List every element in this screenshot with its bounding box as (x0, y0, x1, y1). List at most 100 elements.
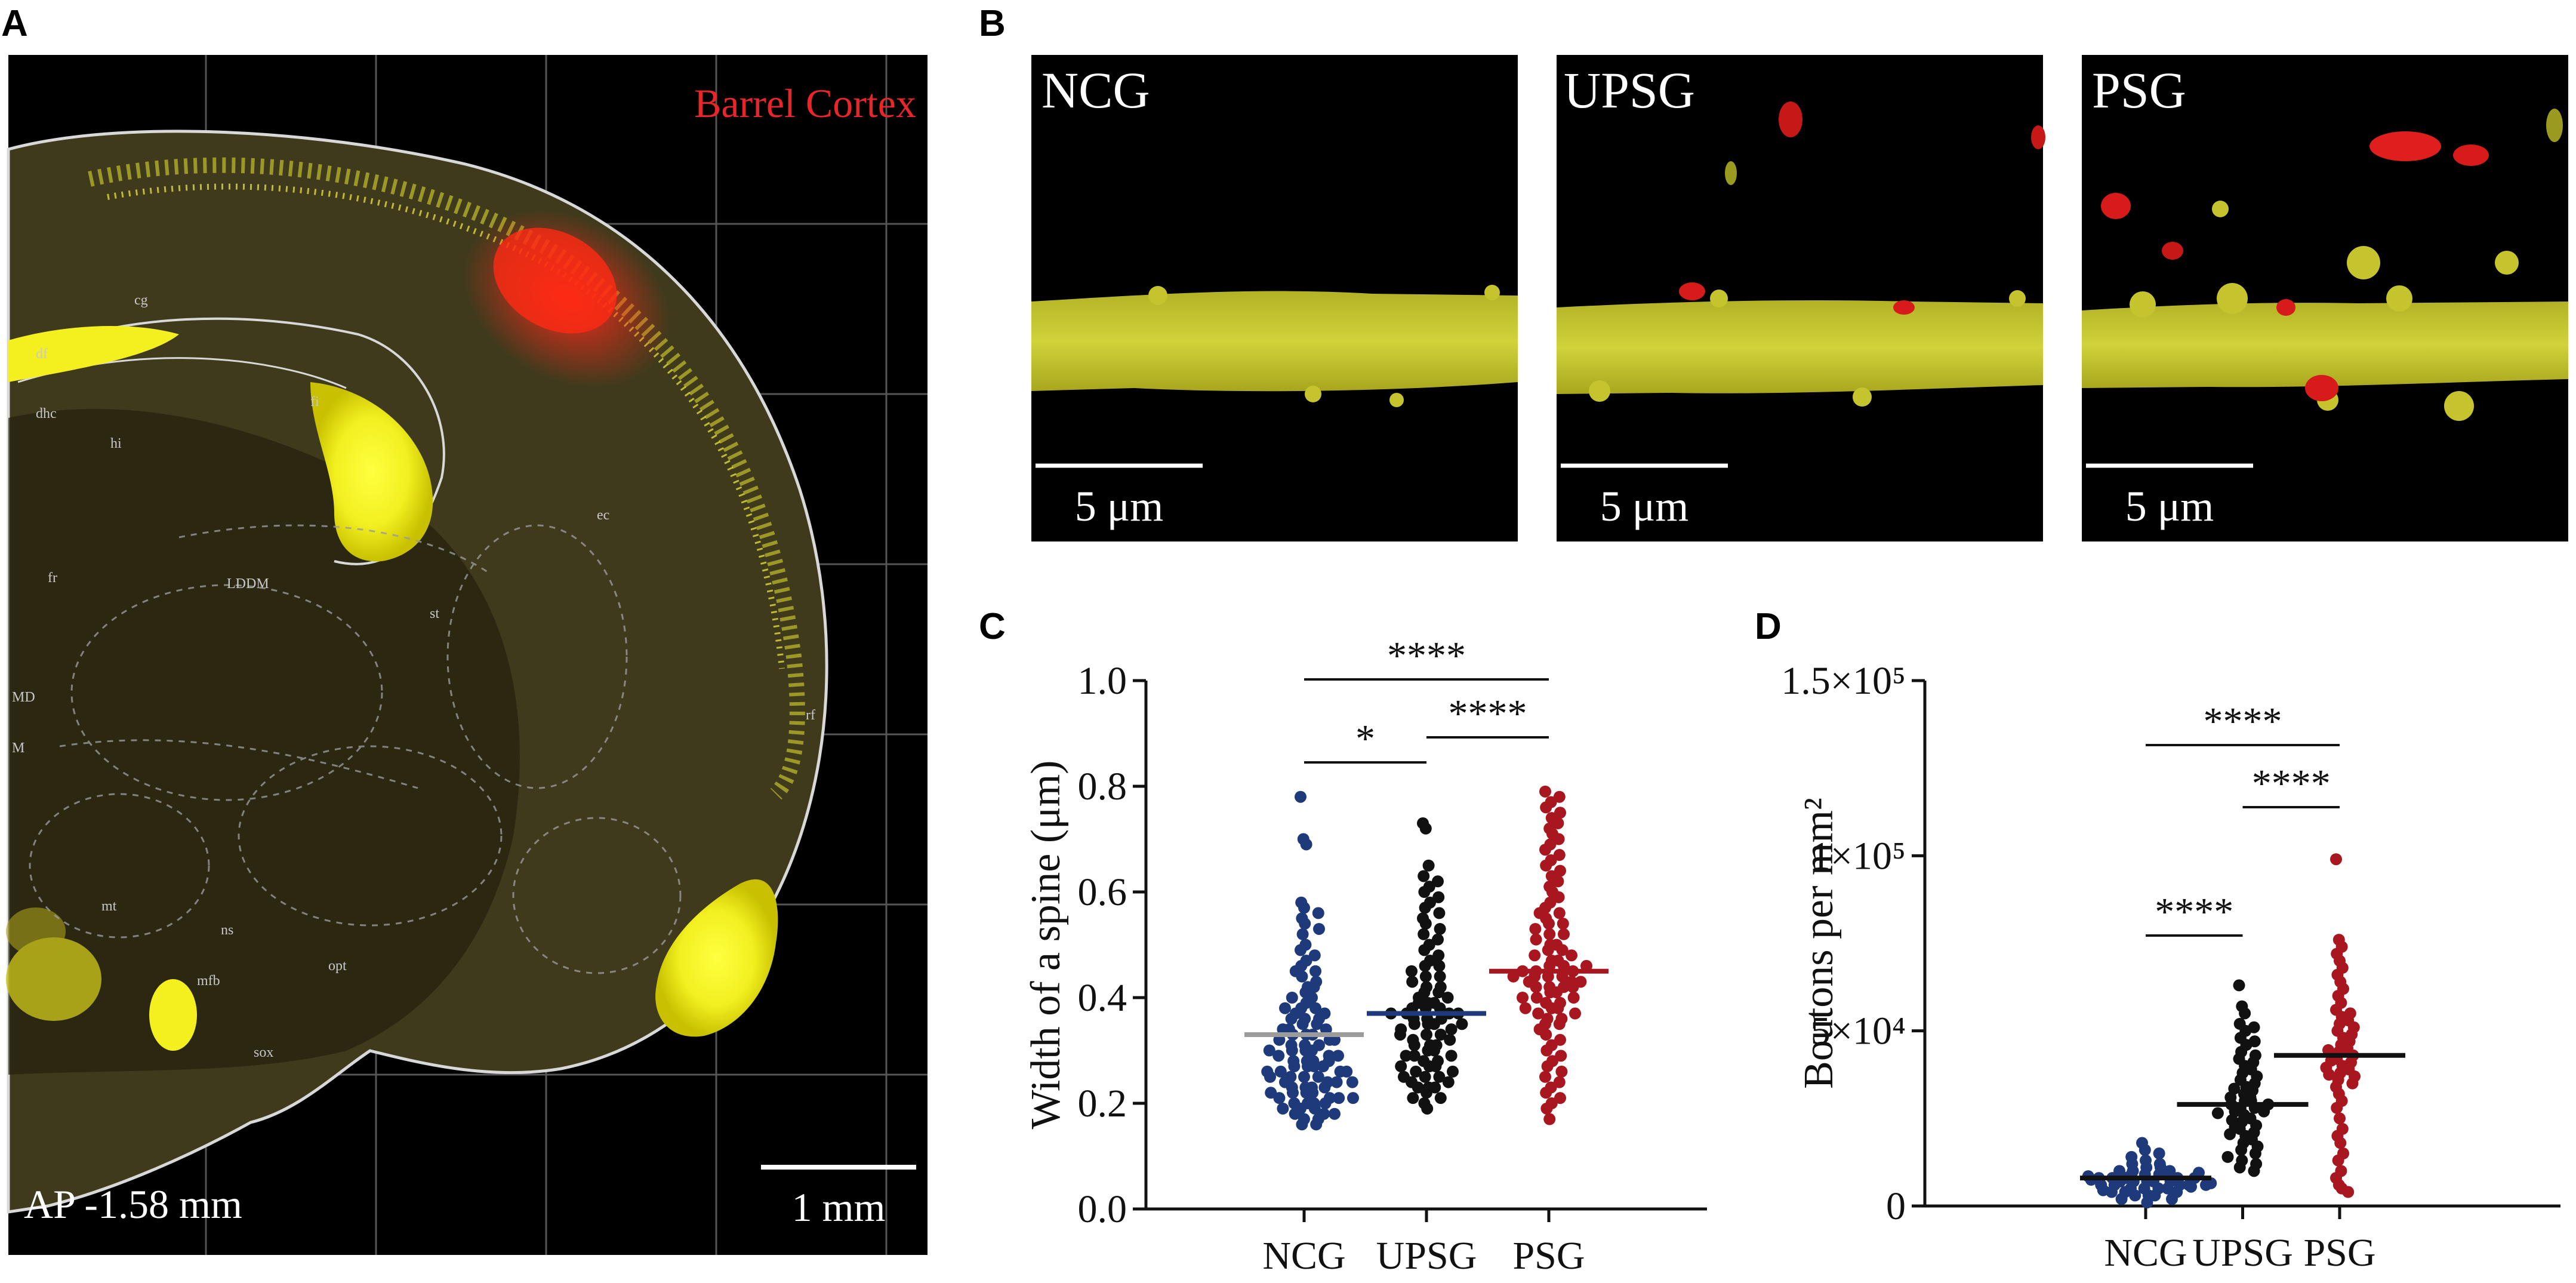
data-point (1530, 992, 1543, 1004)
data-point (2185, 1180, 2197, 1193)
data-point (1540, 1087, 1552, 1099)
data-point (1299, 918, 1311, 930)
significance-label: **** (1387, 634, 1466, 678)
micrograph-label-psg: PSG (2092, 61, 2186, 119)
data-point (1346, 1076, 1358, 1088)
data-point (1543, 928, 1556, 940)
data-point (1288, 1060, 1301, 1073)
y-tick-label: 5×10⁴ (1811, 1010, 1906, 1053)
data-point (2233, 979, 2245, 992)
data-point (1318, 1081, 1331, 1094)
data-point (1298, 1070, 1310, 1083)
y-tick-label: 1×10⁵ (1811, 834, 1906, 878)
data-point (1408, 1050, 1421, 1062)
atlas-label: fi (310, 394, 319, 410)
data-point (1406, 976, 1419, 988)
data-point (1429, 1060, 1442, 1073)
y-tick-label: 1.5×10⁵ (1781, 659, 1906, 703)
thalamus-yellow-blob (655, 879, 778, 1037)
y-tick-label: 0 (1886, 1184, 1906, 1228)
data-point (1541, 1060, 1554, 1073)
data-point (2334, 1112, 2346, 1125)
data-point (1540, 1028, 1552, 1041)
data-point (1555, 1065, 1568, 1078)
data-point (1274, 1065, 1287, 1078)
data-point (1263, 1044, 1275, 1057)
data-point (1413, 996, 1425, 1009)
data-point (1296, 970, 1308, 983)
y-tick-label: 0.2 (1078, 1082, 1127, 1125)
atlas-labels: cg df dhc hi fi st LDDM fr mt ns mfb opt… (12, 293, 815, 1060)
significance-label: **** (2204, 700, 2282, 743)
micrograph-label-ncg: NCG (1042, 61, 1150, 119)
data-point (1398, 1070, 1410, 1083)
data-point (1433, 959, 1446, 972)
panel-c-letter: C (979, 606, 1006, 647)
panel-a-image: cg df dhc hi fi st LDDM fr mt ns mfb opt… (6, 55, 928, 1255)
data-point (1308, 1102, 1321, 1115)
data-point (1422, 859, 1435, 872)
x-tick-label: NCG (1262, 1234, 1345, 1278)
x-tick-label: NCG (2104, 1231, 2187, 1275)
data-point (1529, 949, 1541, 962)
data-point (1332, 1050, 1344, 1062)
atlas-label: mfb (197, 973, 220, 989)
data-point (1313, 922, 1325, 935)
data-point (2224, 1128, 2236, 1140)
data-point (2248, 1165, 2260, 1177)
data-point (1330, 1076, 1343, 1088)
data-point (1556, 944, 1569, 956)
data-point (1553, 907, 1566, 919)
data-point (1433, 907, 1446, 919)
x-tick-label: UPSG (2192, 1231, 2293, 1275)
data-point (2166, 1193, 2178, 1205)
data-point (1285, 1013, 1298, 1025)
data-point (1312, 907, 1324, 919)
data-point (1444, 1033, 1456, 1046)
data-point (1277, 1102, 1289, 1115)
data-point (1300, 838, 1312, 851)
data-point (2139, 1144, 2151, 1156)
x-tick-label: PSG (2303, 1231, 2375, 1275)
data-point (1540, 801, 1552, 814)
data-point (1308, 1060, 1320, 1073)
dendrite (2082, 301, 2568, 388)
data-point (1551, 986, 1563, 999)
data-point (1543, 1113, 1556, 1125)
atlas-label: df (36, 346, 48, 362)
scale-bar-label: 5 μm (1075, 482, 1164, 530)
atlas-label: fr (48, 570, 57, 586)
atlas-label: opt (328, 958, 347, 974)
atlas-label: MD (12, 690, 35, 705)
data-point (2115, 1193, 2128, 1205)
micrograph-psg: PSG 5 μm (2082, 55, 2568, 541)
data-point (1310, 1118, 1323, 1131)
micrograph-label-upsg: UPSG (1564, 61, 1695, 119)
data-point (1286, 992, 1298, 1004)
data-point (2129, 1189, 2141, 1202)
data-point (1517, 992, 1529, 1004)
data-point (2332, 1154, 2344, 1167)
data-point (1394, 1028, 1406, 1041)
data-point (1295, 944, 1307, 956)
data-point (1552, 1002, 1564, 1014)
data-point (1264, 1070, 1276, 1083)
data-point (1539, 1070, 1551, 1083)
data-point (1543, 918, 1555, 930)
data-point (1532, 1007, 1545, 1020)
significance-label: **** (1449, 692, 1527, 736)
data-point (1311, 1018, 1323, 1030)
data-point (2346, 1077, 2359, 1090)
data-point (1406, 965, 1418, 977)
data-point (1569, 1007, 1581, 1020)
data-point (1296, 928, 1309, 940)
data-point (1434, 1028, 1447, 1041)
data-point (2249, 1147, 2261, 1159)
atlas-label: st (430, 606, 439, 621)
atlas-label: sox (254, 1045, 273, 1060)
data-point (1434, 970, 1446, 983)
chart-c-spine-width: 0.0 0.2 0.4 0.6 0.8 1.0 NCG UPSG PSG Width of a s… (1023, 634, 1707, 1278)
data-point (1456, 1018, 1468, 1030)
dendrite (1031, 291, 1518, 392)
data-point (1557, 918, 1569, 930)
